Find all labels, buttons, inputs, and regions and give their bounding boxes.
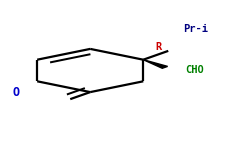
Text: R: R	[155, 42, 161, 52]
Text: O: O	[13, 86, 20, 99]
Polygon shape	[143, 60, 168, 68]
Text: CHO: CHO	[186, 66, 204, 75]
Text: Pr-i: Pr-i	[183, 24, 208, 34]
